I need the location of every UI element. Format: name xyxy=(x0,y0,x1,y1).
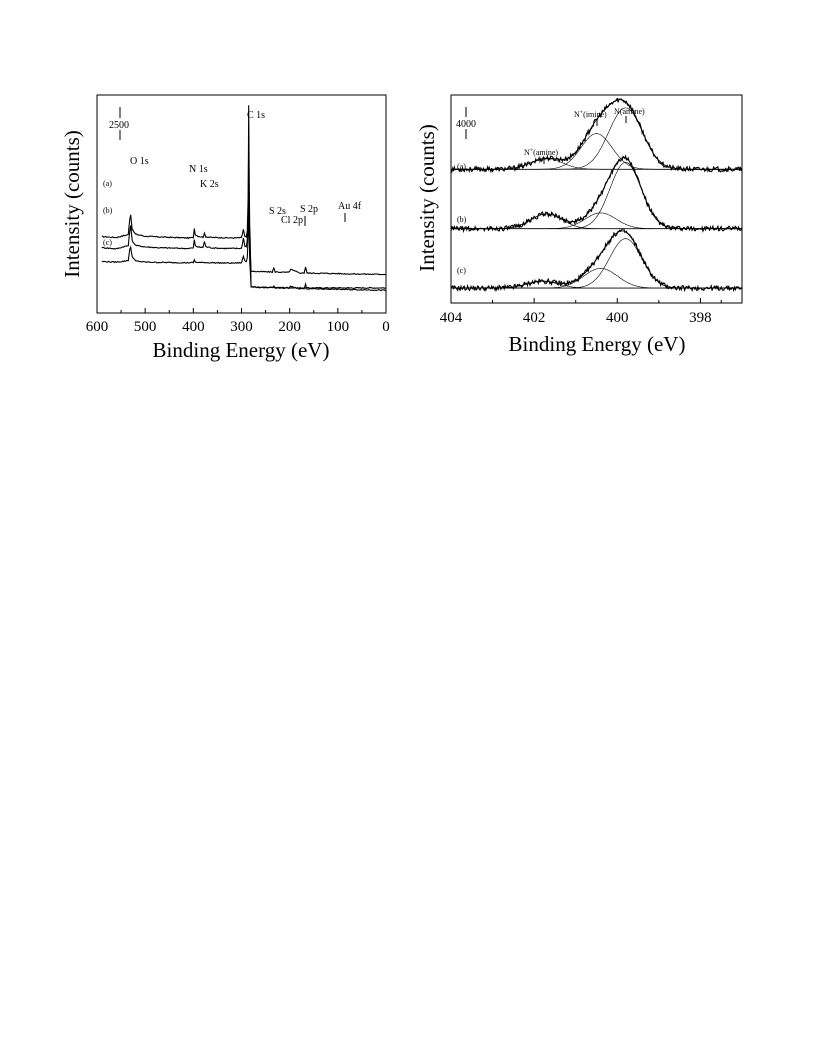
n1s-trace-label-b: (b) xyxy=(457,215,467,224)
n1s-y-axis-label: Intensity (counts) xyxy=(415,124,439,272)
n1s-x-ticks xyxy=(450,298,722,303)
survey-x-tick-label: 400 xyxy=(182,319,205,335)
n1s-trace-label-c: (c) xyxy=(457,266,466,275)
annotation-au4f: Au 4f xyxy=(338,201,362,212)
survey-y-axis-label: Intensity (counts) xyxy=(60,130,84,278)
survey-series xyxy=(101,105,387,292)
n1s-component-b-1 xyxy=(451,162,742,229)
annotation-n1s: N 1s xyxy=(189,164,208,175)
annotation-c1s: C 1s xyxy=(247,110,265,121)
survey-x-tick-label: 300 xyxy=(230,319,253,335)
n1s-plot-frame xyxy=(450,94,743,304)
annotation-s2s: S 2s xyxy=(269,206,286,217)
annotation-s2p: S 2p xyxy=(300,204,318,215)
survey-trace-label-a: (a) xyxy=(103,179,112,188)
survey-x-ticks xyxy=(96,308,387,313)
annotation-k2s: K 2s xyxy=(200,179,219,190)
annotation-n-amine: N(amine) xyxy=(614,107,645,116)
survey-series-c xyxy=(101,174,387,292)
n1s-x-axis-label: Binding Energy (eV) xyxy=(509,332,686,356)
n1s-x-tick-label: 400 xyxy=(606,310,629,326)
survey-panel: 600 500 400 300 200 100 0 2500 O 1s N 1s K 2s … xyxy=(60,94,390,362)
n1s-x-tick-labels: 404 402 400 398 xyxy=(440,310,712,326)
annotation-n-plus-imine: N+(imine) xyxy=(574,110,607,119)
annotation-o1s: O 1s xyxy=(130,156,149,167)
survey-series-b xyxy=(101,136,387,276)
n1s-component-b-3 xyxy=(451,213,742,229)
n1s-raw-c xyxy=(450,228,743,293)
n1s-component-a-2 xyxy=(451,133,742,170)
survey-series-a xyxy=(101,105,387,290)
n1s-series xyxy=(450,97,743,293)
n1s-raw-b xyxy=(450,154,743,234)
n1s-envelope-b xyxy=(451,157,742,230)
n1s-x-tick-label: 402 xyxy=(523,310,546,326)
n1s-x-tick-label: 398 xyxy=(689,310,712,326)
survey-x-axis-label: Binding Energy (eV) xyxy=(153,338,330,362)
n1s-panel: 404 402 400 398 4000 N+(imine) N(amine) N+(… xyxy=(415,94,743,356)
survey-x-tick-label: 600 xyxy=(86,319,109,335)
n1s-trace-label-a: (a) xyxy=(457,162,466,171)
survey-x-tick-labels: 600 500 400 300 200 100 0 xyxy=(86,319,390,335)
annotation-cl2p: Cl 2p xyxy=(281,215,303,226)
survey-trace-label-b: (b) xyxy=(103,206,113,215)
n1s-x-tick-label: 404 xyxy=(440,310,463,326)
annotation-n-plus-amine: N+(amine) xyxy=(524,148,558,157)
survey-scale-label: 2500 xyxy=(109,120,129,131)
survey-x-tick-label: 200 xyxy=(278,319,301,335)
n1s-component-c-1 xyxy=(451,238,742,289)
survey-x-tick-label: 500 xyxy=(134,319,157,335)
survey-x-tick-label: 100 xyxy=(327,319,350,335)
survey-x-tick-label: 0 xyxy=(382,319,390,335)
n1s-scale-label: 4000 xyxy=(456,119,476,130)
survey-trace-label-c: (c) xyxy=(103,238,112,247)
n1s-component-b-2 xyxy=(451,212,742,229)
